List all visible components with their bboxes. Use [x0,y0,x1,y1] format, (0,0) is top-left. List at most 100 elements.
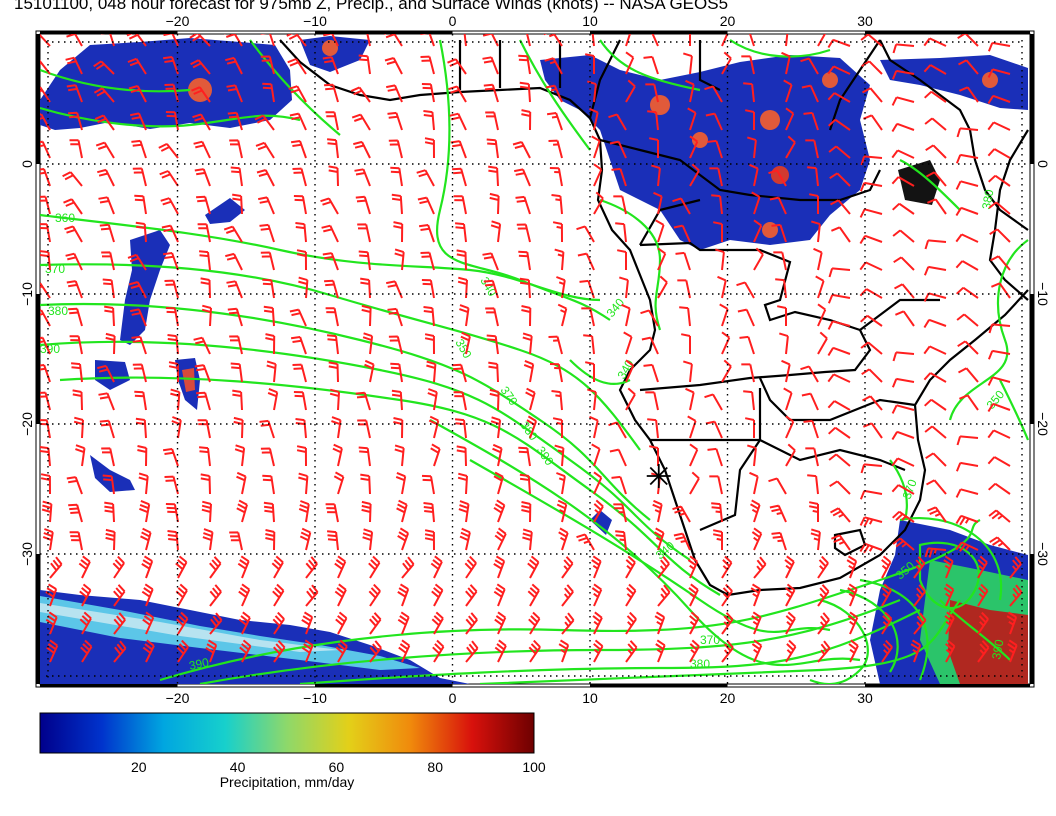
wind-barb [707,139,723,159]
wind-barb [494,639,507,663]
wind-barb [785,135,796,159]
wind-barb [924,398,947,411]
wind-barb [128,281,147,299]
wind-barb [711,194,723,215]
wind-barb [773,251,787,271]
wind-barb [334,583,347,607]
wind-barb [891,96,915,106]
wind-barb [987,349,1011,360]
wind-barb [113,612,126,635]
wind-barb [1009,556,1022,579]
lon-tick-label-bottom: −10 [303,690,327,706]
wind-barb [810,528,821,551]
wind-barb [521,501,532,523]
wind-barb [350,86,371,103]
wind-barb [387,307,403,327]
wind-barb [785,583,796,607]
wind-barb [558,527,569,551]
wind-barb [689,639,700,663]
wind-barb [687,107,697,131]
wind-barb [891,176,915,187]
wind-barb [817,612,830,635]
wind-barb [751,611,762,635]
wind-barb [176,611,189,635]
wind-barb [394,248,405,271]
wind-barb [587,388,597,411]
wind-barb [456,249,467,271]
wind-barb [943,555,954,579]
wind-barb [785,34,789,47]
wind-barb [828,426,851,439]
wind-barb [355,391,371,411]
wind-barb [196,195,211,215]
wind-barb [327,530,339,551]
wind-barb [892,510,915,523]
wind-barb [957,340,979,355]
wind-barb [717,275,727,299]
wind-barb [66,476,83,495]
wind-barb [925,452,947,467]
wind-barb [743,390,755,411]
wind-barb [924,117,947,131]
wind-barb [238,611,251,635]
wind-barb [482,34,499,47]
wind-barb [459,527,471,551]
axis-tick-labels: −20 −20 −10 −10 0 0 10 10 20 20 30 30 0 0 −10 −10 −20 −20… [19,13,1051,706]
wind-barb [817,303,827,327]
contour-label: 390 [989,638,1006,660]
wind-barb [262,474,275,495]
wind-barb [891,404,915,414]
wind-barb [860,341,883,355]
frame-bar [865,684,1030,687]
wind-barb [80,639,93,663]
wind-barb [881,583,892,607]
wind-barb [483,83,499,103]
wind-barb [256,169,275,187]
wind-barb [325,111,339,131]
wind-barb [351,113,371,131]
wind-barb [608,421,627,439]
wind-barb [325,307,339,327]
wind-barb [63,198,83,215]
wind-barb [988,482,1011,495]
wind-barb [737,308,755,327]
wind-barb [64,225,83,243]
wind-barb [721,359,732,383]
wind-barb [135,417,147,439]
wind-barb [990,255,1011,271]
wind-barb [893,256,915,271]
wind-barb [238,583,251,607]
wind-barb [333,471,345,495]
wind-barb [813,247,823,271]
wind-barb [709,475,723,495]
contour-label: 390 [188,655,211,673]
wind-barb [860,463,883,474]
wind-barb [428,415,440,439]
wind-barb [515,195,531,215]
wind-barb [323,34,339,47]
wind-barb [924,547,947,558]
wind-barb [260,55,275,75]
wind-barb [625,34,631,47]
wind-barb [648,137,659,158]
wind-barb [913,584,926,607]
wind-barb [328,165,339,187]
wind-barb [987,68,1011,78]
wind-barb [424,529,435,551]
wind-barb [881,555,892,579]
wind-barb [226,84,243,103]
wind-barb [141,583,154,607]
wind-barb [753,247,764,271]
wind-barb [486,334,499,355]
wind-barb [463,34,467,47]
wind-barb [860,155,883,166]
wind-barb [847,583,858,607]
colorbar-tick-label: 20 [131,759,147,775]
wind-barb [62,171,83,187]
wind-barb [260,447,275,467]
wind-barb [458,500,470,523]
colorbar-tick-label: 80 [427,759,443,775]
wind-barb [521,305,532,327]
wind-barb [523,359,535,383]
wind-barb [747,136,757,159]
